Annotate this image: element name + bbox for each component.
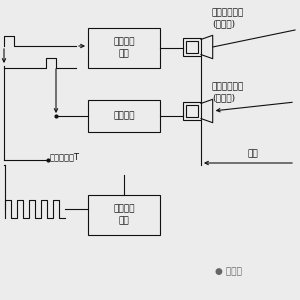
Bar (186, 105, 198, 117)
Text: 接收电路: 接收电路 (113, 112, 135, 121)
Text: 脉冲发送
电路: 脉冲发送 电路 (113, 38, 135, 58)
Bar (88, 28, 160, 68)
Text: 反射时间：T: 反射时间：T (50, 152, 80, 161)
Text: 标准振荡
电路: 标准振荡 电路 (113, 205, 135, 225)
Bar (88, 100, 160, 132)
Bar (183, 102, 201, 120)
Bar (186, 41, 198, 53)
Text: 超声波传感器
(发送器): 超声波传感器 (发送器) (212, 8, 244, 29)
Bar (88, 195, 160, 235)
Text: 超声波传感器
(接收器): 超声波传感器 (接收器) (212, 82, 244, 103)
Text: 距离: 距离 (248, 149, 259, 158)
Text: ● 公众号: ● 公众号 (215, 268, 242, 277)
Bar (183, 38, 201, 56)
